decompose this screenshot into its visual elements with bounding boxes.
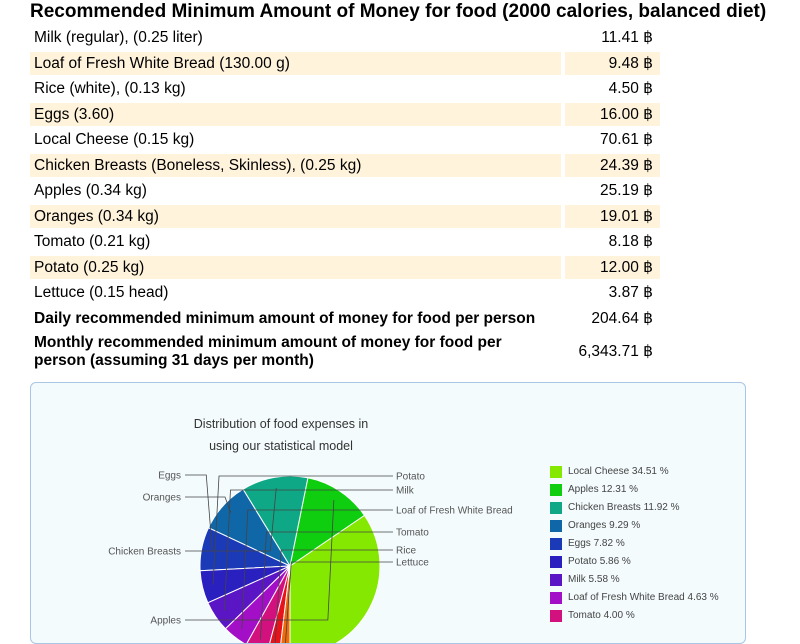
daily-total-value: 204.64 ฿ [591, 309, 653, 327]
slice-label-leader [185, 487, 277, 552]
item-price: 4.50 ฿ [608, 80, 653, 98]
pie-slice [280, 565, 291, 643]
slice-label: Milk [396, 486, 415, 497]
table-row: Chicken Breasts (Boneless, Skinless), (0… [30, 153, 660, 177]
item-price: 11.41 ฿ [601, 29, 653, 47]
table-row: Apples (0.34 kg) 25.19 ฿ [30, 179, 660, 203]
legend-swatch [550, 502, 562, 514]
slice-label-leader [224, 489, 393, 611]
table-row: Local Cheese (0.15 kg) 70.61 ฿ [30, 128, 660, 152]
table-row: Milk (regular), (0.25 liter) 11.41 ฿ [30, 26, 660, 50]
chart-title: Distribution of food expenses in using o… [193, 417, 369, 453]
slice-label: Oranges [143, 493, 181, 504]
legend-label: Tomato 4.00 % [568, 610, 635, 621]
pie-chart: Apples Chicken Breasts Oranges Eggs Potato Mi… [108, 471, 513, 643]
slice-label-leader [212, 475, 393, 585]
table-row: Tomato (0.21 kg) 8.18 ฿ [30, 230, 660, 254]
monthly-total-value: 6,343.71 ฿ [578, 343, 653, 360]
chart-panel: Apples Chicken Breasts Oranges Eggs Potato Mi… [30, 382, 746, 644]
slice-label: Lettuce [396, 558, 429, 569]
table-row: Rice (white), (0.13 kg) 4.50 ฿ [30, 77, 660, 101]
item-label: Local Cheese (0.15 kg) [34, 131, 195, 149]
chart-legend: Local Cheese 34.51 % Apples 12.31 % Chicke… [550, 466, 719, 628]
legend-item: Tomato 4.00 % [550, 610, 719, 628]
item-label: Potato (0.25 kg) [30, 255, 561, 279]
item-label: Oranges (0.34 kg) [30, 204, 561, 228]
legend-label: Local Cheese 34.51 % [568, 466, 669, 477]
slice-label: Loaf of Fresh White Bread [396, 506, 513, 517]
slice-label-leader [274, 549, 393, 643]
legend-label: Loaf of Fresh White Bread 4.63 % [568, 592, 719, 603]
item-label: Tomato (0.21 kg) [34, 233, 151, 251]
slice-label-leader [185, 474, 213, 551]
slice-label-leader [260, 531, 393, 640]
table-row: Oranges (0.34 kg) 19.01 ฿ [30, 204, 660, 228]
item-label: Apples (0.34 kg) [34, 182, 147, 200]
legend-item: Oranges 9.29 % [550, 520, 719, 538]
legend-item: Chicken Breasts 11.92 % [550, 502, 719, 520]
legend-item: Eggs 7.82 % [550, 538, 719, 556]
item-label: Eggs (3.60) [30, 102, 561, 126]
legend-label: Milk 5.58 % [568, 574, 620, 585]
legend-swatch [550, 484, 562, 496]
item-price: 12.00 ฿ [561, 255, 660, 279]
legend-label: Oranges 9.29 % [568, 520, 641, 531]
slice-label: Chicken Breasts [108, 547, 181, 558]
slice-label: Potato [396, 472, 425, 483]
item-price: 19.01 ฿ [561, 204, 660, 228]
pie-slice [289, 477, 366, 568]
slice-label: Eggs [158, 471, 181, 482]
slice-label-leader [185, 500, 335, 621]
legend-swatch [550, 556, 562, 568]
pie-slice [242, 475, 309, 568]
legend-label: Potato 5.86 % [568, 556, 631, 567]
legend-label: Apples 12.31 % [568, 484, 639, 495]
table-row: Loaf of Fresh White Bread (130.00 g) 9.48… [30, 51, 660, 75]
item-label: Chicken Breasts (Boneless, Skinless), (0… [30, 153, 561, 177]
item-label: Lettuce (0.15 head) [34, 284, 169, 302]
table-row: Eggs (3.60) 16.00 ฿ [30, 102, 660, 126]
item-price: 8.18 ฿ [608, 233, 653, 251]
daily-total-label: Daily recommended minimum amount of mone… [34, 309, 536, 327]
item-label: Milk (regular), (0.25 liter) [34, 29, 203, 47]
item-label: Rice (white), (0.13 kg) [34, 80, 186, 98]
legend-swatch [550, 520, 562, 532]
legend-swatch [550, 610, 562, 622]
monthly-total-row: Monthly recommended minimum amount of mo… [30, 332, 660, 372]
food-cost-table: Milk (regular), (0.25 liter) 11.41 ฿ Loaf … [30, 24, 660, 374]
slice-label: Apples [150, 616, 181, 627]
table-row: Lettuce (0.15 head) 3.87 ฿ [30, 281, 660, 305]
slice-label-leader [241, 509, 393, 629]
pie-slice [269, 565, 291, 643]
table-row: Potato (0.25 kg) 12.00 ฿ [30, 255, 660, 279]
item-price: 24.39 ฿ [561, 153, 660, 177]
slice-label-leader [185, 496, 232, 514]
pie-slice [289, 514, 381, 643]
legend-swatch [550, 538, 562, 550]
legend-item: Local Cheese 34.51 % [550, 466, 719, 484]
item-price: 16.00 ฿ [561, 102, 660, 126]
item-price: 70.61 ฿ [600, 131, 653, 149]
slice-label: Rice [396, 546, 416, 557]
legend-label: Chicken Breasts 11.92 % [568, 502, 680, 513]
monthly-total-label: Monthly recommended minimum amount of mo… [34, 334, 502, 369]
page-title: Recommended Minimum Amount of Money for … [30, 1, 767, 22]
item-label: Loaf of Fresh White Bread (130.00 g) [30, 51, 561, 75]
item-price: 9.48 ฿ [561, 51, 660, 75]
legend-item: Milk 5.58 % [550, 574, 719, 592]
legend-item: Loaf of Fresh White Bread 4.63 % [550, 592, 719, 610]
legend-swatch [550, 592, 562, 604]
daily-total-row: Daily recommended minimum amount of mone… [30, 307, 660, 331]
slice-label: Tomato [396, 528, 429, 539]
legend-swatch [550, 466, 562, 478]
item-price: 3.87 ฿ [608, 284, 653, 302]
legend-item: Apples 12.31 % [550, 484, 719, 502]
legend-swatch [550, 574, 562, 586]
legend-item: Potato 5.86 % [550, 556, 719, 574]
slice-label-leader [285, 561, 393, 643]
item-price: 25.19 ฿ [600, 182, 653, 200]
legend-label: Eggs 7.82 % [568, 538, 625, 549]
